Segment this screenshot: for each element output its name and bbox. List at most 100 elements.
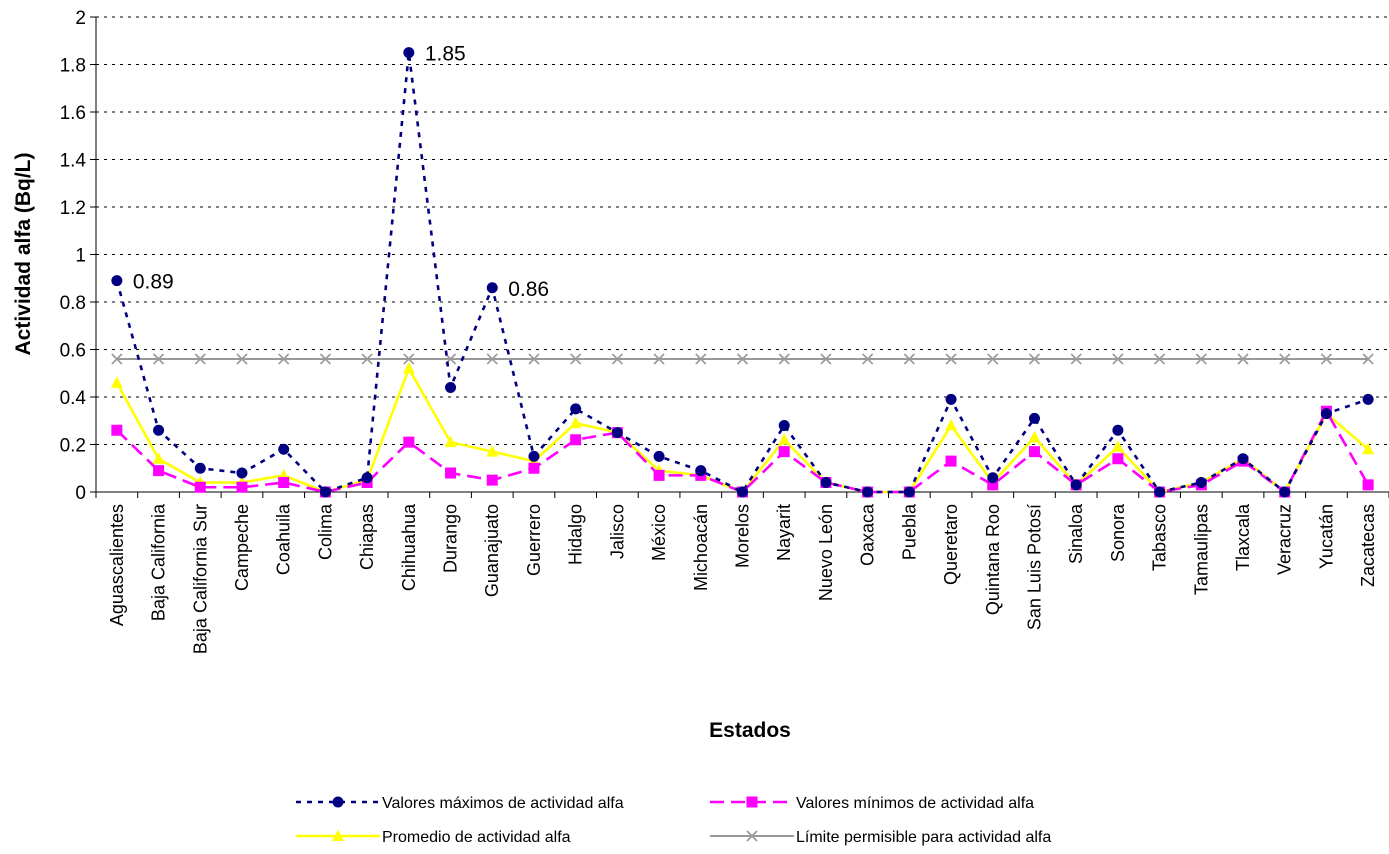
data-point (278, 443, 290, 455)
x-axis-title: Estados (709, 719, 791, 742)
data-label: 1.85 (425, 43, 466, 66)
data-point (361, 353, 373, 365)
data-point (445, 467, 457, 479)
data-point (862, 353, 874, 365)
y-axis: 0 0.2 0.4 0.6 0.8 1 1.2 1.4 1.6 1.8 2 (60, 8, 97, 504)
series-3 (111, 353, 1374, 365)
legend-item: Valores máximos de actividad alfa (296, 795, 624, 812)
data-point (945, 393, 957, 405)
data-point (1237, 353, 1249, 365)
data-point (1154, 486, 1166, 498)
data-point (653, 353, 665, 365)
legend-item: Límite permisible para actividad alfa (710, 829, 1051, 846)
y-tick-label: 1.4 (60, 151, 87, 172)
data-point (611, 353, 623, 365)
x-tick-label: Chiapas (357, 504, 377, 570)
series-line (115, 51, 1369, 494)
data-point (987, 479, 999, 491)
data-point (737, 486, 748, 498)
x-tick-label: Coahuila (274, 503, 294, 575)
data-point (1320, 353, 1333, 365)
legend-item: Promedio de actividad alfa (296, 829, 571, 846)
x-tick-label: Veracruz (1275, 504, 1295, 575)
x-tick-label: Tlaxcala (1233, 503, 1253, 571)
series-group (110, 47, 1375, 498)
x-tick-label: San Luis Potosí (1024, 504, 1044, 630)
legend-item: Valores mínimos de actividad alfa (710, 795, 1034, 812)
x-tick-label: Michoacán (691, 504, 711, 591)
data-point (111, 275, 123, 287)
data-point (945, 419, 958, 431)
x-tick-label: Sonora (1108, 503, 1128, 562)
x-tick-label: Morelos (733, 504, 753, 568)
data-point (1070, 353, 1082, 365)
data-point (1112, 453, 1124, 465)
data-point (153, 465, 165, 477)
series-1 (111, 405, 1374, 498)
data-point (1279, 353, 1291, 365)
x-tick-label: Durango (441, 504, 461, 573)
data-point (1112, 424, 1124, 436)
y-tick-label: 1.8 (60, 56, 86, 77)
data-point (153, 424, 165, 436)
data-point (528, 450, 540, 462)
data-label: 0.89 (133, 271, 174, 294)
data-point (945, 455, 957, 467)
legend-label: Valores mínimos de actividad alfa (796, 795, 1034, 812)
x-tick-label: Nuevo León (816, 504, 836, 601)
data-point (403, 436, 415, 448)
data-point (152, 452, 165, 464)
data-point (486, 474, 498, 486)
data-point (778, 433, 791, 445)
legend-marker (332, 829, 344, 841)
y-tick-label: 1.6 (60, 103, 86, 124)
data-point (486, 445, 499, 457)
data-point (611, 427, 623, 439)
x-tick-label: México (649, 504, 669, 561)
x-tick-label: Sinaloa (1066, 503, 1086, 564)
data-point (236, 353, 248, 365)
data-point (152, 353, 165, 365)
series-line (115, 409, 1370, 494)
data-point (403, 47, 415, 59)
data-point (236, 481, 248, 493)
data-point (444, 435, 457, 448)
data-point (653, 469, 665, 481)
x-tick-label: Tabasco (1150, 504, 1170, 571)
data-point (1028, 430, 1041, 443)
legend-label: Valores máximos de actividad alfa (382, 795, 624, 812)
data-point (570, 353, 582, 365)
x-tick-label: Tamaulipas (1191, 504, 1211, 595)
data-point (945, 353, 957, 365)
x-tick-label: Yucatán (1316, 504, 1336, 569)
data-point (778, 420, 790, 431)
data-point (402, 362, 415, 374)
data-point (1028, 412, 1040, 424)
x-tick-label: Baja California (149, 503, 169, 621)
x-tick-label: Baja California Sur (190, 504, 210, 654)
data-point (319, 353, 331, 365)
y-tick-label: 0.8 (60, 293, 86, 314)
data-point (695, 465, 707, 477)
data-point (194, 462, 206, 474)
data-point (1154, 353, 1166, 365)
y-tick-label: 1.2 (60, 198, 86, 219)
x-tick-label: Zacatecas (1358, 504, 1378, 587)
data-point (695, 353, 707, 365)
data-point (236, 467, 248, 479)
data-point (1320, 408, 1332, 420)
series-line (115, 367, 1369, 494)
y-axis-title: Actividad alfa (Bq/L) (12, 152, 35, 355)
data-point (1362, 353, 1374, 365)
data-point (736, 353, 749, 365)
x-tick-label: Queretaro (941, 504, 961, 585)
data-point (486, 282, 498, 294)
data-point (903, 486, 915, 498)
x-tick-label: Guerrero (524, 504, 544, 576)
data-point (778, 353, 790, 365)
data-point (987, 353, 999, 365)
y-tick-label: 0.4 (60, 388, 87, 409)
x-tick-label: Colima (315, 503, 335, 560)
x-tick-label: Puebla (899, 503, 919, 560)
